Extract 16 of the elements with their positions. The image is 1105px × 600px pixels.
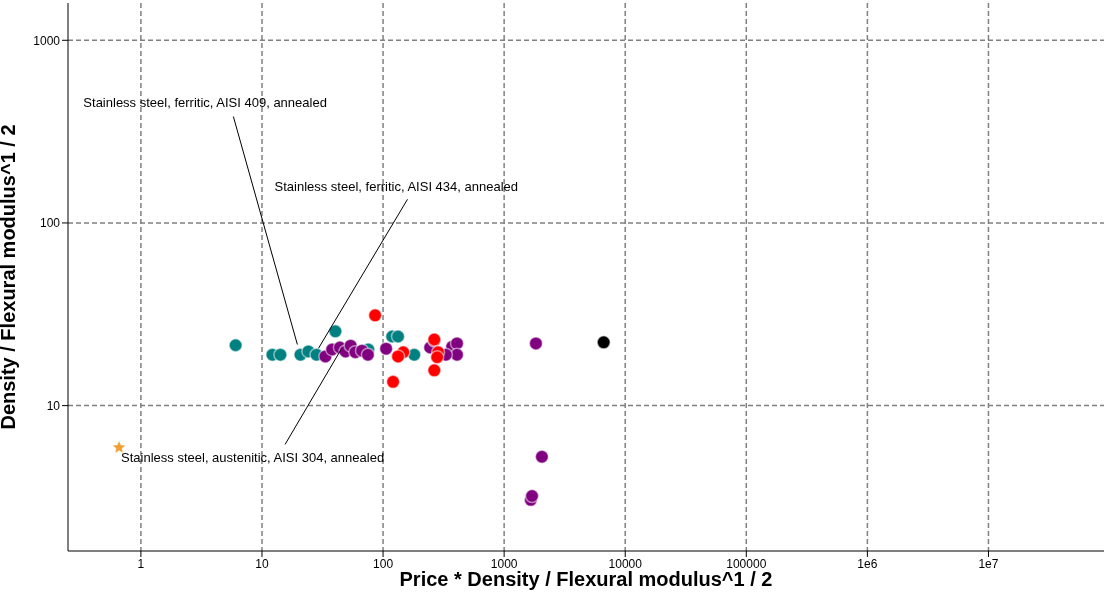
x-tick-label: 100	[373, 556, 394, 571]
annotation: Stainless steel, austenitic, AISI 304, annealed	[121, 450, 385, 466]
annotation: Stainless steel, ferritic, AISI 409, annealed	[83, 94, 327, 110]
x-tick-label: 10	[255, 556, 269, 571]
x-tick-label: 100000	[726, 556, 767, 571]
y-axis-title: Density / Flexural modulus^1 / 2	[0, 124, 20, 430]
x-tick-label: 1000	[490, 556, 518, 571]
y-tick-label: 100	[39, 216, 61, 231]
x-tick-label: 1e7	[978, 556, 999, 571]
x-tick-label: 1e6	[857, 556, 878, 571]
y-tick-label: 1000	[33, 33, 61, 48]
y-tick-label: 10	[46, 398, 61, 413]
annotation: Stainless steel, ferritic, AISI 434, annealed	[274, 179, 519, 195]
x-tick-label: 10000	[608, 556, 643, 571]
x-tick-label: 1	[137, 556, 145, 571]
x-axis-title: Price * Density / Flexural modulus^1 / 2	[399, 568, 773, 590]
